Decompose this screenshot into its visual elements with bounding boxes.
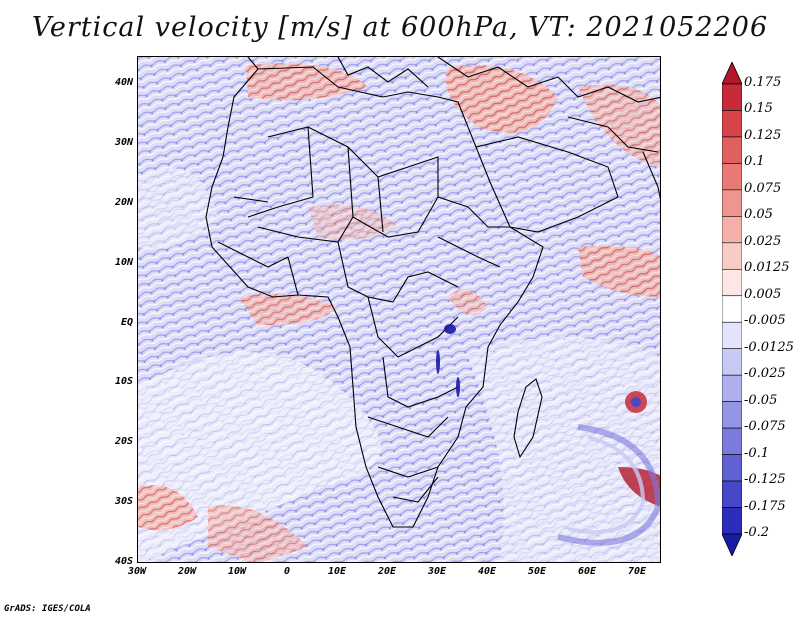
colorbar-label: -0.2 (744, 525, 770, 540)
colorbar-segment (721, 401, 743, 429)
colorbar-label: 0.1 (744, 154, 765, 170)
lat-tick-label: 20S (114, 436, 133, 448)
lat-tick-label: 10S (114, 376, 133, 388)
lat-tick-label: EQ (120, 316, 133, 328)
lon-tick-label: 20W (177, 566, 197, 577)
colorbar-label: 0.005 (744, 286, 782, 302)
vertical-velocity-map (138, 57, 660, 562)
colorbar-segment (721, 507, 743, 535)
colorbar-segment (721, 163, 743, 191)
colorbar-label: 0.15 (744, 101, 773, 117)
colorbar-top-arrow (721, 61, 743, 85)
colorbar-segment (721, 321, 743, 350)
grads-credit: GrADS: IGES/COLA (4, 604, 91, 614)
colorbar-label: -0.175 (744, 498, 786, 514)
colorbar (721, 61, 743, 557)
colorbar-segment (721, 268, 743, 297)
colorbar-segment (721, 454, 743, 482)
colorbar-segment (721, 295, 743, 323)
colorbar-label: -0.125 (744, 472, 786, 488)
lat-tick-label: 20N (114, 196, 133, 208)
lon-tick-label: 0 (283, 566, 291, 577)
colorbar-label: 0.025 (744, 233, 782, 249)
lon-tick-label: 40E (477, 566, 497, 577)
lon-tick-label: 30E (427, 566, 447, 577)
lon-tick-label: 30W (127, 566, 147, 577)
colorbar-label: -0.025 (744, 366, 786, 382)
colorbar-label: -0.0125 (744, 339, 794, 355)
colorbar-segment (721, 242, 743, 270)
lon-tick-label: 20E (377, 566, 397, 577)
colorbar-label: 0.125 (744, 127, 782, 143)
lat-tick-label: 10N (114, 256, 133, 268)
lon-tick-label: 50E (527, 566, 547, 577)
colorbar-segment (721, 374, 743, 402)
map-title: Vertical velocity [m/s] at 600hPa, VT: 2… (31, 12, 769, 43)
colorbar-label: -0.05 (744, 392, 778, 408)
colorbar-segment (721, 110, 743, 138)
lon-tick-label: 10W (227, 566, 247, 577)
lat-tick-label: 30N (114, 136, 133, 148)
colorbar-label: 0.05 (744, 207, 773, 223)
colorbar-label: 0.0125 (744, 260, 790, 276)
lon-tick-label: 60E (577, 566, 597, 577)
lat-tick-label: 40N (114, 77, 133, 88)
colorbar-label: 0.075 (744, 180, 782, 196)
colorbar-label: -0.005 (744, 313, 786, 329)
lat-tick-label: 30S (114, 496, 133, 508)
colorbar-bottom-arrow (721, 533, 743, 557)
colorbar-label: 0.175 (744, 75, 782, 90)
map-panel (137, 56, 661, 563)
colorbar-segment (721, 216, 743, 244)
colorbar-segment (721, 189, 743, 217)
colorbar-scale (721, 61, 743, 557)
colorbar-label: -0.075 (744, 419, 786, 435)
colorbar-segment (721, 83, 743, 111)
colorbar-label: -0.1 (744, 445, 770, 461)
colorbar-segment (721, 480, 743, 508)
lat-tick-label: 40S (114, 556, 133, 567)
colorbar-segment (721, 427, 743, 455)
colorbar-segment (721, 348, 743, 376)
colorbar-segment (721, 136, 743, 164)
lon-tick-label: 10E (327, 566, 347, 577)
lon-tick-label: 70E (627, 566, 647, 577)
